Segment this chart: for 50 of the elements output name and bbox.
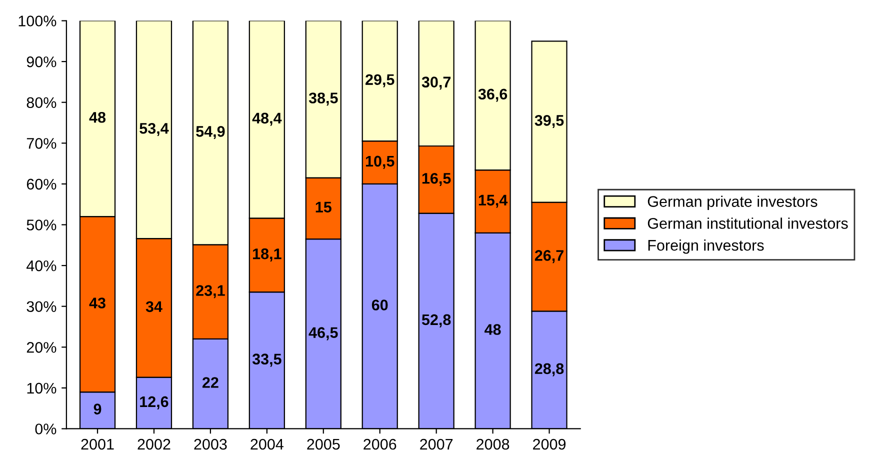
data-label: 33,5 [252,354,282,367]
data-label: 54,9 [196,126,225,140]
data-label: 12,6 [140,396,168,410]
data-label: 34 [146,301,162,312]
y-tick-label: 30% [26,301,56,312]
data-label: 15 [316,202,332,213]
x-tick-label: 2008 [476,438,510,450]
data-label: 38,5 [308,92,338,106]
data-label: 15,4 [478,194,508,208]
data-label: 22 [202,377,218,388]
data-label: 10,5 [366,156,394,169]
legend-label: German institutional investors [648,218,848,229]
data-label: 30,7 [422,76,451,90]
data-label: 48,4 [252,112,282,126]
y-tick-label: 90% [26,56,56,68]
x-tick-label: 2005 [307,438,340,450]
y-tick-label: 60% [26,178,56,190]
data-label: 18,1 [253,248,282,262]
data-label: 46,5 [308,327,338,340]
y-tick-label: 80% [26,97,56,108]
x-tick-label: 2004 [250,438,284,450]
data-label: 48 [484,324,501,335]
y-tick-label: 100% [18,16,56,26]
data-label: 60 [372,300,388,310]
data-label: 23,1 [196,285,225,298]
x-tick-label: 2001 [81,438,114,450]
data-label: 9 [94,404,102,414]
x-tick-label: 2006 [364,438,396,450]
x-tick-label: 2007 [420,438,453,450]
y-tick-label: 50% [26,220,56,230]
x-tick-label: 2003 [194,438,227,450]
y-tick-label: 20% [26,342,56,353]
legend-label: German private investors [648,196,818,210]
y-tick-label: 0% [35,424,56,434]
y-tick-label: 70% [26,138,56,149]
data-label: 52,8 [422,314,451,328]
data-label: 29,5 [366,74,394,88]
x-tick-label: 2002 [138,438,170,450]
data-label: 53,4 [140,122,169,136]
data-label: 26,7 [534,250,564,264]
data-label: 28,8 [534,363,564,376]
data-label: 48 [89,112,106,123]
data-label: 39,5 [534,115,564,128]
data-label: 16,5 [422,172,451,186]
x-tick-label: 2009 [533,438,566,450]
legend-label: Foreign investors [648,239,764,254]
y-tick-label: 10% [27,382,56,394]
data-label: 36,6 [478,88,508,102]
data-label: 43 [89,298,106,308]
y-tick-label: 40% [26,260,56,272]
